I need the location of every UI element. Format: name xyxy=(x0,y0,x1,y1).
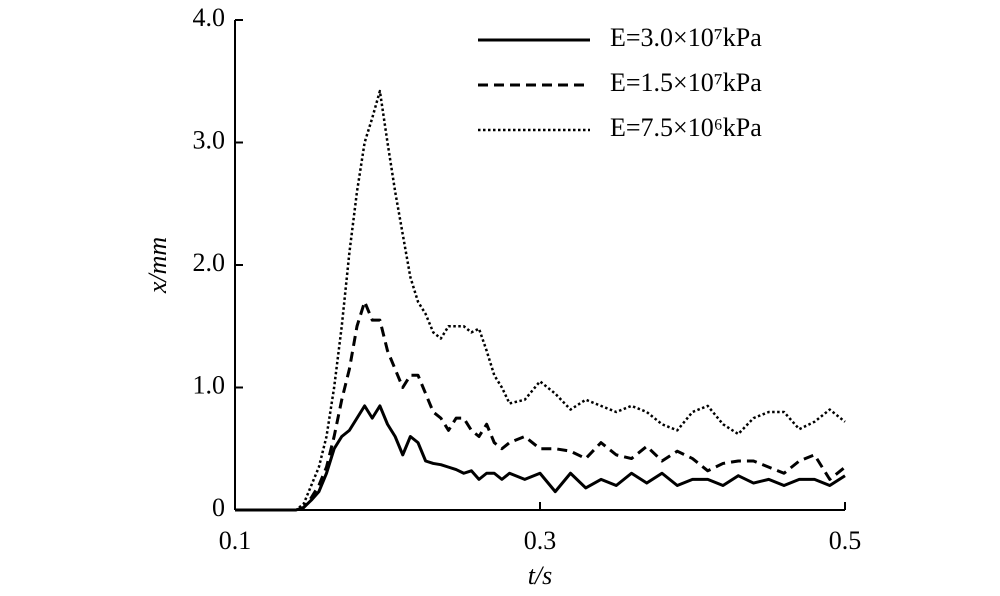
series-line xyxy=(235,404,846,512)
legend-label: E=3.0×10⁷kPa xyxy=(610,23,762,52)
y-tick-label: 3.0 xyxy=(193,125,226,154)
y-axis-label: x/mm xyxy=(143,237,172,294)
y-tick-label: 0 xyxy=(212,493,225,522)
y-tick-label: 4.0 xyxy=(193,3,226,32)
y-tick-label: 1.0 xyxy=(193,370,226,399)
series-line xyxy=(235,89,846,512)
y-tick-label: 2.0 xyxy=(193,248,226,277)
legend-label: E=7.5×10⁶kPa xyxy=(610,113,762,142)
series-line xyxy=(235,300,846,512)
x-axis-label: t/s xyxy=(528,561,553,590)
legend-label: E=1.5×10⁷kPa xyxy=(610,68,762,97)
x-tick-label: 0.1 xyxy=(219,526,252,555)
x-tick-label: 0.3 xyxy=(524,526,557,555)
x-tick-label: 0.5 xyxy=(829,526,862,555)
